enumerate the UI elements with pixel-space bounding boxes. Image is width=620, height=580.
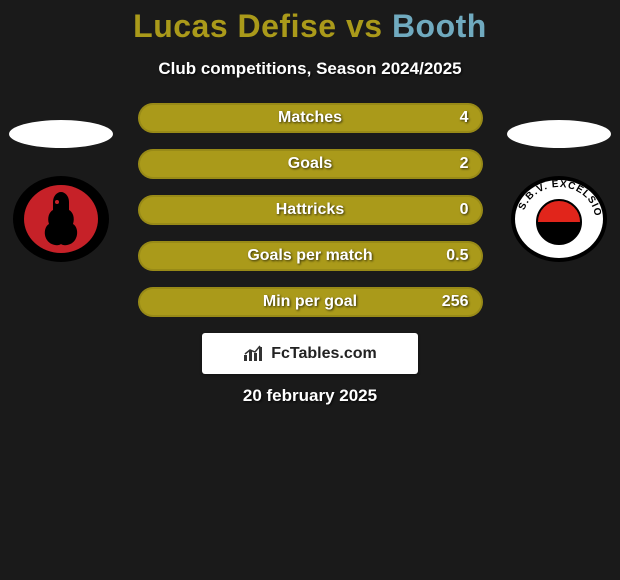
bar-chart-icon [243, 345, 265, 363]
stat-right-value: 0 [460, 201, 469, 219]
stat-row-gpm: Goals per match 0.5 [138, 241, 483, 271]
vs-text: vs [346, 8, 383, 44]
stat-right-value: 256 [442, 293, 469, 311]
player2-head-placeholder [507, 120, 611, 148]
stat-label: Min per goal [138, 293, 483, 311]
stat-row-mpg: Min per goal 256 [138, 287, 483, 317]
player2-name: Booth [392, 8, 487, 44]
stat-right-value: 4 [460, 109, 469, 127]
page-title: Lucas Defise vs Booth [0, 0, 620, 45]
player1-panel [6, 120, 116, 269]
generation-date: 20 february 2025 [0, 386, 620, 406]
stat-label: Hattricks [138, 201, 483, 219]
player1-head-placeholder [9, 120, 113, 148]
stats-list: Matches 4 Goals 2 Hattricks 0 Goals per … [138, 103, 483, 317]
stat-right-value: 2 [460, 155, 469, 173]
stat-row-goals: Goals 2 [138, 149, 483, 179]
stat-label: Matches [138, 109, 483, 127]
player1-club-crest [6, 174, 116, 269]
player1-name: Lucas Defise [133, 8, 336, 44]
stat-right-value: 0.5 [446, 247, 468, 265]
stat-label: Goals per match [138, 247, 483, 265]
player2-club-crest: S.B.V. EXCELSIOR [504, 174, 614, 269]
brand-label: FcTables.com [271, 345, 377, 362]
brand-logo[interactable]: FcTables.com [202, 333, 418, 374]
stat-row-hattricks: Hattricks 0 [138, 195, 483, 225]
player2-panel: S.B.V. EXCELSIOR [504, 120, 614, 269]
subtitle: Club competitions, Season 2024/2025 [0, 59, 620, 79]
stat-row-matches: Matches 4 [138, 103, 483, 133]
stat-label: Goals [138, 155, 483, 173]
